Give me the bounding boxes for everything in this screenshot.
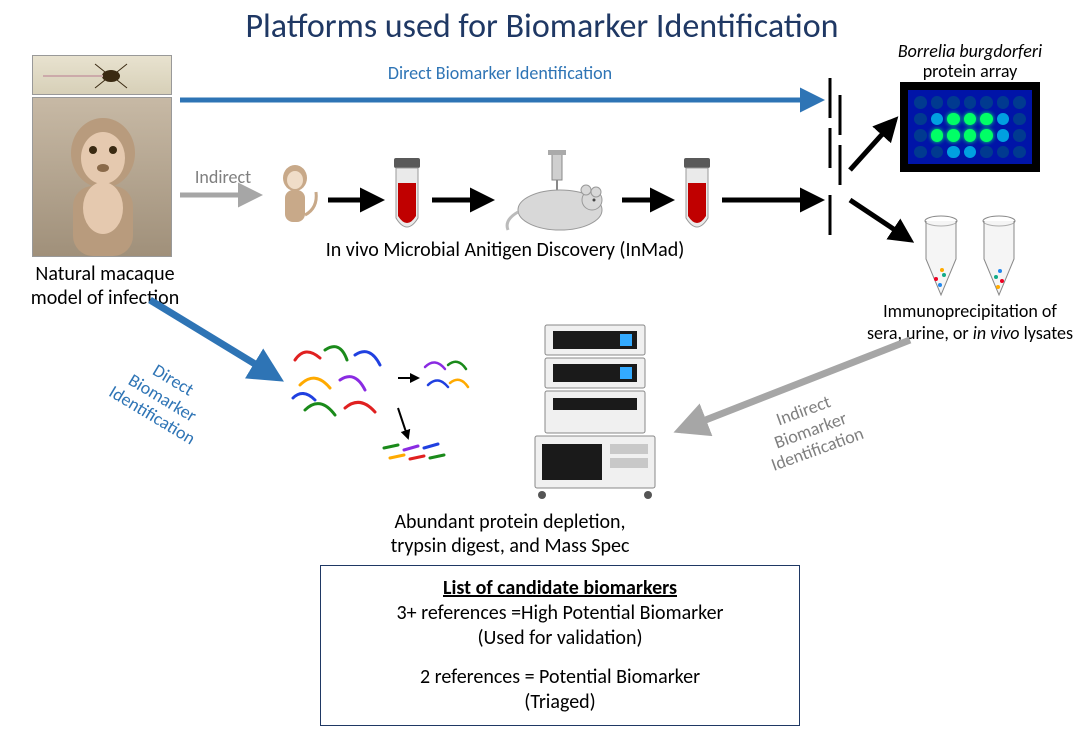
box-heading: List of candidate biomarkers xyxy=(335,576,785,601)
arrow-pep-small2 xyxy=(398,408,408,438)
arrow-to-array xyxy=(850,120,895,170)
box-line5: (Triaged) xyxy=(335,690,785,715)
diagram-stage: Platforms used for Biomarker Identificat… xyxy=(0,0,1084,738)
candidate-box: List of candidate biomarkers 3+ referenc… xyxy=(320,565,800,726)
arrow-direct-diag xyxy=(150,300,278,378)
box-line2: 3+ references =High Potential Biomarker xyxy=(335,601,785,626)
arrow-to-ip xyxy=(850,200,910,240)
arrow-indirect-diag xyxy=(680,340,910,430)
box-line3: (Used for validation) xyxy=(335,626,785,651)
box-line4: 2 references = Potential Biomarker xyxy=(335,665,785,690)
